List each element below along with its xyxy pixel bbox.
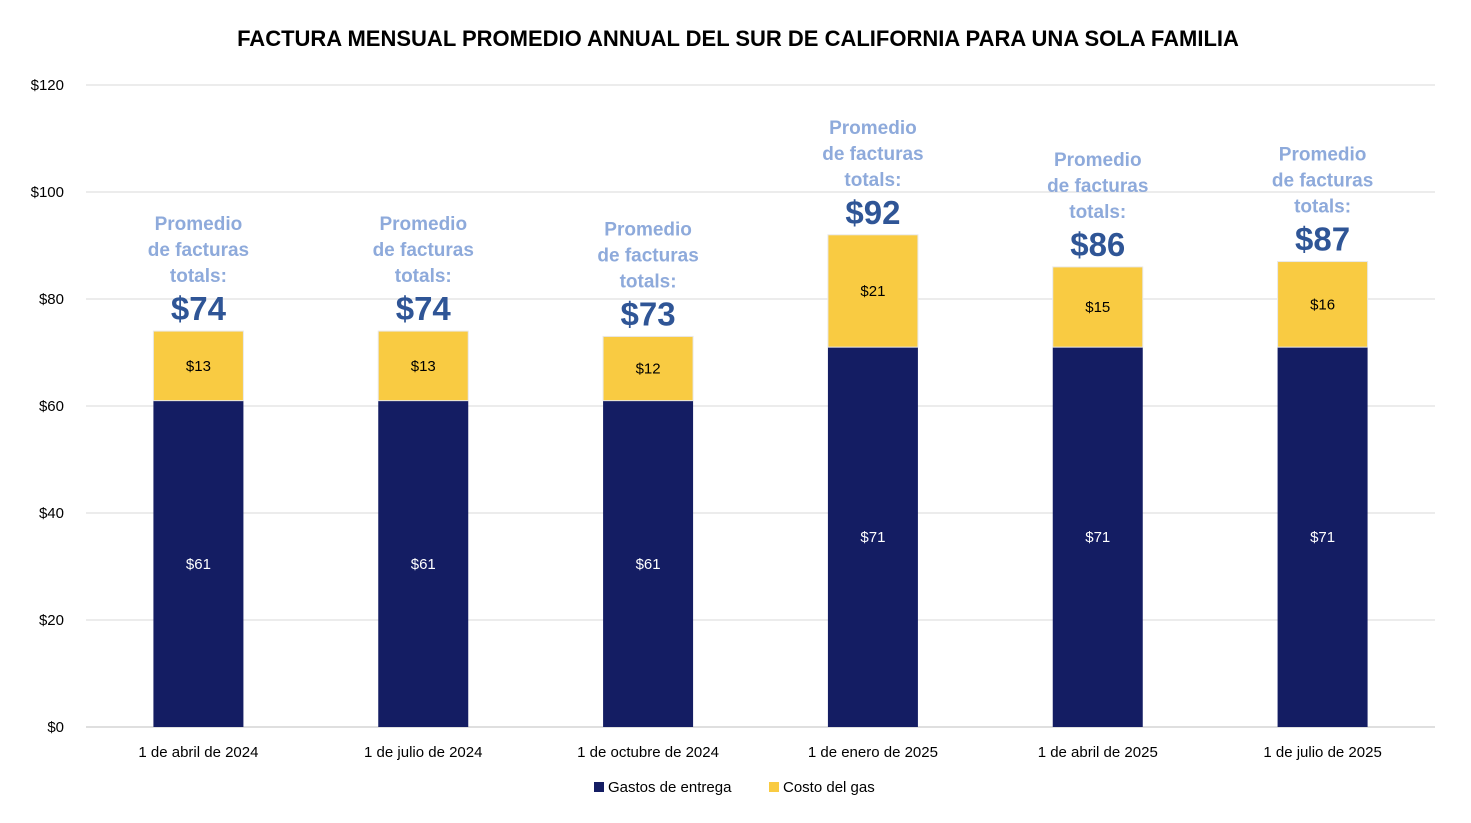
y-tick-label: $100 [31,184,64,201]
bar-segment [377,330,469,402]
series-gastos-de-entrega: $61 $61 $61 $71 $71 $71 [153,347,1368,727]
total-annotation: $73 Promedio de facturas totals: [597,219,698,332]
data-label: $13 [411,358,436,375]
x-tick-label: 1 de octubre de 2024 [577,744,719,761]
bar-segment [1277,347,1368,727]
total-annotation: $87 Promedio de facturas totals: [1272,145,1373,258]
series-costo-del-gas: $13 $13 $12 $21 $15 $16 [152,234,1369,402]
data-label: $61 [186,556,211,573]
y-tick-label: $120 [31,77,64,94]
annotation-text: de facturas [373,240,474,261]
bar-segment [152,330,244,402]
legend-item-costo-del-gas: Costo del gas [769,779,875,796]
annotation-text: Promedio [829,118,917,139]
legend-item-gastos-de-entrega: Gastos de entrega [594,779,732,796]
x-tick-label: 1 de julio de 2025 [1263,744,1381,761]
annotation-text: Promedio [604,219,692,240]
x-tick-label: 1 de enero de 2025 [808,744,938,761]
annotation-text: Promedio [379,214,467,235]
annotation-text: de facturas [597,245,698,266]
legend-swatch [594,782,604,792]
x-axis-ticks: 1 de abril de 2024 1 de julio de 2024 1 de… [138,744,1381,761]
annotation-text: Promedio [1054,150,1142,171]
total-annotation: $92 Promedio de facturas totals: [822,118,923,231]
total-annotation: $74 Promedio de facturas totals: [148,214,249,327]
annotation-text: de facturas [822,144,923,165]
data-label: $71 [1310,529,1335,546]
total-value-label: $86 [1070,226,1125,263]
data-label: $15 [1085,299,1110,316]
data-label: $71 [1085,529,1110,546]
total-annotations: $74 Promedio de facturas totals: $74 Promedio… [148,118,1374,333]
data-label: $71 [860,529,885,546]
total-annotation: $86 Promedio de facturas totals: [1047,150,1148,263]
bar-segment [1277,261,1369,348]
data-label: $61 [411,556,436,573]
total-annotation: $74 Promedio de facturas totals: [373,214,474,327]
annotation-text: totals: [170,266,227,287]
x-tick-label: 1 de abril de 2025 [1038,744,1158,761]
total-value-label: $74 [171,290,227,327]
bar-segment [1052,266,1144,348]
bar-segment [378,400,469,727]
y-tick-label: $60 [39,398,64,415]
bar-segment [827,347,918,727]
total-value-label: $87 [1295,221,1350,258]
y-tick-label: $40 [39,505,64,522]
data-label: $12 [636,361,661,378]
data-label: $13 [186,358,211,375]
bar-segment [827,234,919,348]
x-tick-label: 1 de julio de 2024 [364,744,482,761]
y-tick-label: $80 [39,291,64,308]
annotation-text: Promedio [155,214,243,235]
y-axis-ticks: $0 $20 $40 $60 $80 $100 $120 [31,77,64,736]
annotation-text: de facturas [1047,176,1148,197]
y-tick-label: $20 [39,612,64,629]
y-tick-label: $0 [47,719,64,736]
annotation-text: totals: [844,170,901,191]
annotation-text: totals: [1069,202,1126,223]
legend-label: Costo del gas [783,779,875,796]
gridlines [86,84,1435,728]
x-tick-label: 1 de abril de 2024 [138,744,258,761]
bars: $61 $61 $61 $71 $71 $71 $13 $13 $12 $21 $15 $16 [152,234,1369,727]
chart-title: FACTURA MENSUAL PROMEDIO ANNUAL DEL SUR … [237,26,1239,51]
bar-segment [153,400,244,727]
data-label: $21 [860,283,885,300]
annotation-text: totals: [395,266,452,287]
annotation-text: de facturas [1272,171,1373,192]
annotation-text: totals: [620,271,677,292]
total-value-label: $73 [621,295,676,332]
annotation-text: totals: [1294,197,1351,218]
legend-label: Gastos de entrega [608,779,732,796]
legend-swatch [769,782,779,792]
bar-segment [603,400,694,727]
data-label: $61 [636,556,661,573]
total-value-label: $92 [845,194,900,231]
legend: Gastos de entrega Costo del gas [594,779,875,796]
annotation-text: Promedio [1279,145,1367,166]
total-value-label: $74 [396,290,452,327]
bar-segment [602,335,694,402]
annotation-text: de facturas [148,240,249,261]
bar-segment [1052,347,1143,727]
data-label: $16 [1310,296,1335,313]
